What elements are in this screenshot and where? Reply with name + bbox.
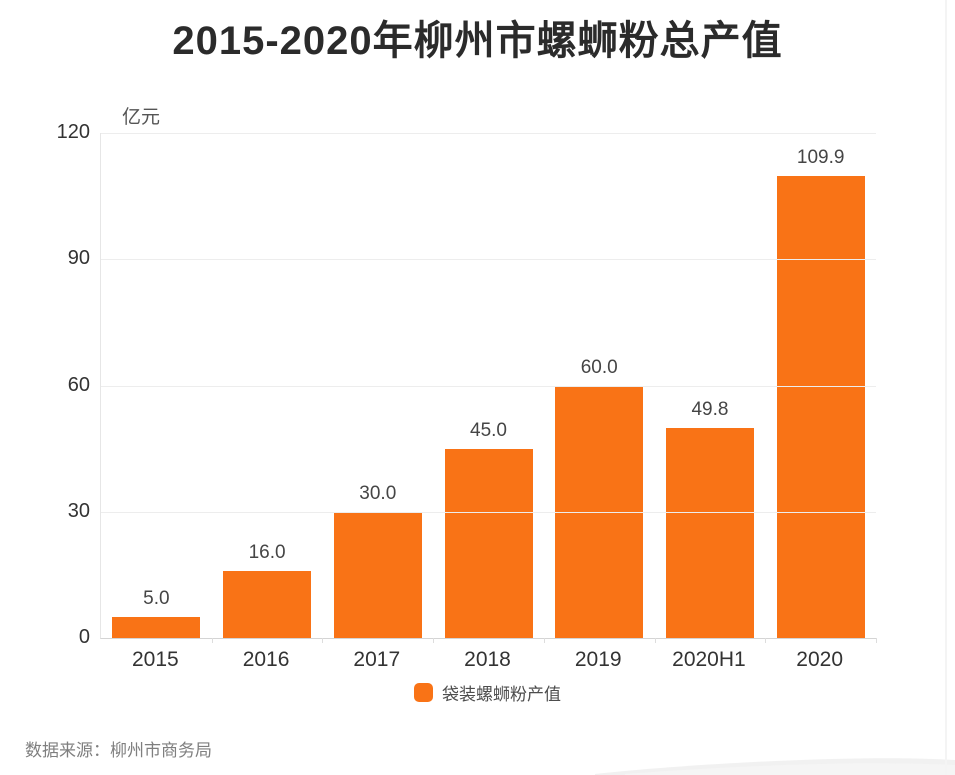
x-axis-tick: [322, 638, 324, 643]
bar-value-label: 49.8: [691, 399, 729, 421]
x-axis-category-label: 2018: [464, 648, 511, 671]
y-axis-tick-label: 60: [67, 373, 90, 396]
x-axis-category-label: 2020H1: [672, 648, 746, 671]
gridline: [101, 385, 876, 387]
y-axis-tick-label: 30: [67, 499, 90, 522]
bar-group: 5.0: [101, 133, 212, 638]
legend-label: 袋装螺蛳粉产值: [442, 685, 561, 704]
bar: [112, 616, 201, 638]
bar-series: 5.0 16.0 30.0 45.0 60.0 49.8 109.9: [101, 133, 876, 638]
bar-group: 109.9: [765, 133, 876, 638]
y-axis-tick-label: 90: [67, 247, 90, 270]
bar-value-label: 5.0: [143, 587, 170, 609]
gridline: [101, 511, 876, 513]
x-axis-category-label: 2015: [131, 648, 179, 671]
x-axis-tick: [543, 638, 545, 643]
x-axis-tick: [765, 638, 767, 643]
x-axis-tick: [876, 638, 877, 643]
bar-value-label: 16.0: [248, 541, 286, 563]
x-axis-category-label: 2019: [574, 648, 622, 671]
bar-group: 49.8: [655, 133, 766, 638]
bar-value-label: 109.9: [796, 146, 845, 168]
x-axis-category-label: 2017: [353, 648, 401, 671]
bar-group: 16.0: [212, 133, 323, 638]
source-note: 数据来源：柳州市商务局: [25, 741, 212, 760]
bar-group: 30.0: [322, 133, 433, 638]
bar-value-label: 30.0: [359, 482, 397, 504]
plot-area: 5.0 16.0 30.0 45.0 60.0 49.8 109.9: [100, 133, 877, 643]
right-edge-line: [945, 0, 947, 775]
bar-value-label: 60.0: [580, 356, 618, 378]
x-axis-tick: [654, 638, 656, 643]
gridline: [101, 133, 876, 134]
bar: [444, 448, 533, 638]
chart-title: 2015-2020年柳州市螺蛳粉总产值: [172, 19, 783, 63]
x-axis-category-label: 2016: [242, 648, 290, 671]
bar: [223, 570, 312, 638]
legend-marker: [414, 683, 433, 702]
x-axis-tick: [211, 638, 213, 643]
x-axis-tick: [433, 638, 435, 643]
y-axis-tick-label: 0: [78, 626, 90, 648]
gridline: [101, 259, 876, 261]
y-axis-tick-label: 120: [56, 121, 90, 143]
y-axis-unit-label: 亿元: [122, 107, 161, 128]
x-axis-category-label: 2020: [796, 648, 843, 671]
bar: [776, 175, 865, 638]
bar: [333, 511, 422, 638]
decorative-wave-shape: [595, 758, 955, 775]
bar-group: 45.0: [433, 133, 544, 638]
bar: [665, 428, 754, 638]
legend: 袋装螺蛳粉产值: [100, 680, 875, 705]
bar-value-label: 45.0: [470, 419, 507, 441]
